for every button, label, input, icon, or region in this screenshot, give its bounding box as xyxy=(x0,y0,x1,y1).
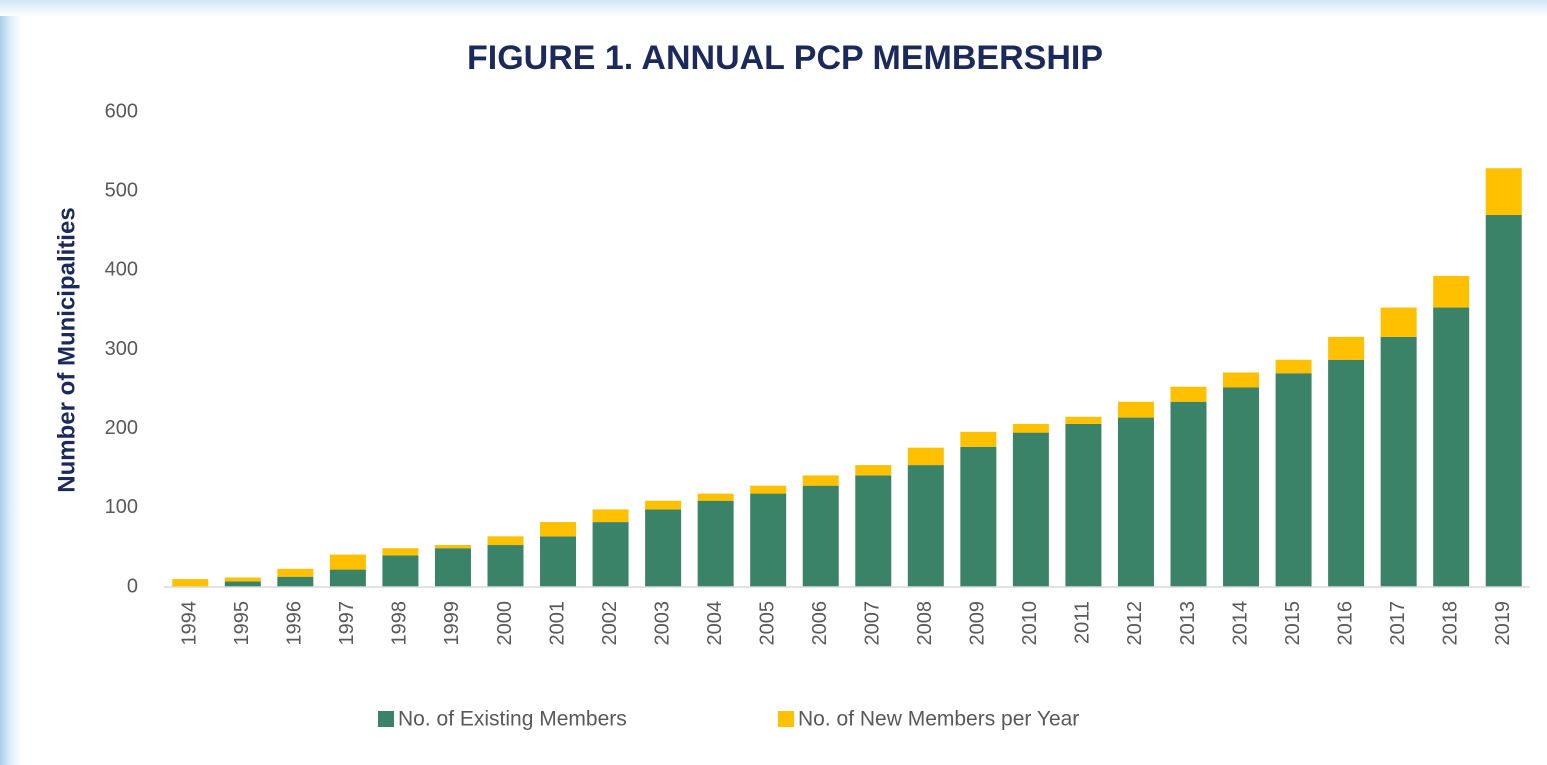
x-tick-label: 2018 xyxy=(1439,601,1461,646)
bar-segment xyxy=(277,576,314,587)
y-tick-label: 300 xyxy=(105,338,138,360)
bar-segment xyxy=(750,493,787,587)
x-tick-label: 2016 xyxy=(1334,601,1356,646)
bar-segment xyxy=(802,475,839,486)
y-tick-label: 600 xyxy=(105,100,138,122)
bar-segment xyxy=(329,554,366,570)
bar-segment xyxy=(855,465,892,476)
bar-segment xyxy=(645,509,682,587)
bar-segment xyxy=(224,577,261,582)
bar-segment xyxy=(802,485,839,587)
bar-segment xyxy=(329,569,366,587)
bar-segment xyxy=(382,548,419,556)
x-tick-label: 2019 xyxy=(1492,601,1514,646)
x-tick-label: 2004 xyxy=(704,601,726,646)
bar-segment xyxy=(434,548,471,587)
bar-segment xyxy=(1328,336,1365,360)
legend-label: No. of New Members per Year xyxy=(798,708,1079,731)
bar-segment xyxy=(224,581,261,587)
bar-segment xyxy=(592,509,629,523)
x-tick-label: 1995 xyxy=(231,601,253,646)
x-tick-label: 2017 xyxy=(1387,601,1409,646)
bar-segment xyxy=(1485,168,1522,215)
bar-segment xyxy=(960,446,997,587)
bar-segment xyxy=(1328,359,1365,587)
bar-segment xyxy=(1170,401,1207,587)
bar-segment xyxy=(540,536,577,587)
bar-segment xyxy=(960,431,997,447)
bar-segment xyxy=(645,500,682,510)
y-tick-label: 500 xyxy=(105,179,138,201)
x-tick-label: 2012 xyxy=(1124,601,1146,646)
bar-segment xyxy=(1380,336,1417,587)
bar-segment xyxy=(1223,387,1260,587)
bar-segment xyxy=(907,465,944,587)
bar-segment xyxy=(750,485,787,494)
x-tick-label: 2008 xyxy=(914,601,936,646)
x-tick-label: 2013 xyxy=(1177,601,1199,646)
legend-swatch xyxy=(778,711,794,727)
bar-segment xyxy=(277,568,314,577)
bar-segment xyxy=(1275,359,1312,374)
bar-segment xyxy=(540,522,577,537)
x-tick-label: 1997 xyxy=(336,601,358,646)
x-tick-label: 2014 xyxy=(1229,601,1251,646)
x-tick-label: 2000 xyxy=(494,601,516,646)
y-tick-label: 100 xyxy=(105,496,138,518)
chart-title: FIGURE 1. ANNUAL PCP MEMBERSHIP xyxy=(467,39,1103,77)
x-tick-label: 2011 xyxy=(1072,601,1094,644)
legend-label: No. of Existing Members xyxy=(398,708,627,731)
x-tick-label: 2009 xyxy=(967,601,989,646)
y-tick-label: 200 xyxy=(105,417,138,439)
y-tick-label: 400 xyxy=(105,259,138,281)
x-tick-label: 2015 xyxy=(1282,601,1304,646)
bar-segment xyxy=(855,475,892,587)
x-tick-label: 2005 xyxy=(756,601,778,646)
bar-segment xyxy=(1117,401,1154,418)
bar-segment xyxy=(1065,423,1102,587)
bar-segment xyxy=(697,493,734,501)
x-tick-label: 1996 xyxy=(284,601,306,646)
bar-segment xyxy=(907,447,944,466)
y-tick-label: 0 xyxy=(127,575,138,597)
bar-segment xyxy=(1012,423,1049,433)
bar-segment xyxy=(1485,214,1522,587)
bar-segment xyxy=(434,545,471,549)
bar-segment xyxy=(1223,372,1260,388)
x-tick-label: 2007 xyxy=(862,601,884,646)
x-tick-label: 2003 xyxy=(651,601,673,646)
x-tick-label: 2002 xyxy=(599,601,621,646)
x-tick-label: 1994 xyxy=(179,601,201,646)
bar-segment xyxy=(1117,417,1154,587)
x-tick-label: 2001 xyxy=(546,601,568,646)
bar-segment xyxy=(1380,307,1417,337)
x-tick-label: 2010 xyxy=(1019,601,1041,646)
legend-swatch xyxy=(378,711,394,727)
bar-segment xyxy=(697,500,734,587)
y-axis-label: Number of Municipalities xyxy=(53,207,80,492)
x-tick-label: 2006 xyxy=(809,601,831,646)
bar-segment xyxy=(1012,432,1049,587)
bar-segment xyxy=(487,545,524,587)
bar-segment xyxy=(1433,275,1470,308)
bar-segment xyxy=(1065,416,1102,424)
bar-segment xyxy=(487,536,524,546)
x-tick-label: 1999 xyxy=(441,601,463,646)
bar-segment xyxy=(1170,386,1207,402)
bar-segment xyxy=(382,555,419,587)
bar-segment xyxy=(1433,307,1470,587)
bar-segment xyxy=(172,579,209,587)
bar-segment xyxy=(592,522,629,587)
x-tick-label: 1998 xyxy=(389,601,411,646)
bar-segment xyxy=(1275,373,1312,587)
top-band xyxy=(0,0,1547,16)
